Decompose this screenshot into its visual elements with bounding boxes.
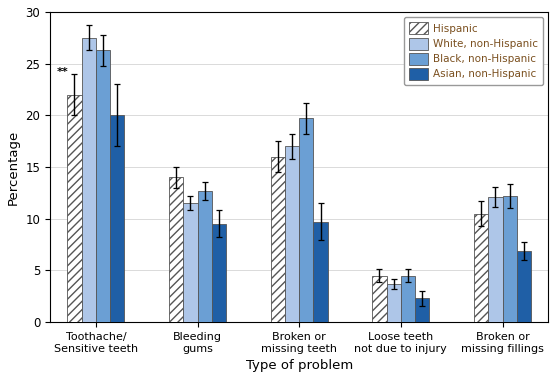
Bar [488, 197, 502, 322]
Y-axis label: Percentage: Percentage [7, 130, 20, 205]
Bar [271, 157, 285, 322]
Bar [415, 298, 429, 322]
Bar [110, 115, 124, 322]
Bar [474, 214, 488, 322]
Bar [96, 50, 110, 322]
Bar [183, 203, 198, 322]
Bar [373, 276, 387, 322]
Bar [169, 177, 183, 322]
Bar [502, 196, 517, 322]
Bar [198, 191, 212, 322]
Bar [67, 95, 82, 322]
Bar [314, 222, 328, 322]
Bar [82, 38, 96, 322]
Bar [299, 119, 314, 322]
Text: **: ** [56, 67, 68, 77]
Bar [285, 146, 299, 322]
Bar [517, 251, 531, 322]
Bar [401, 276, 415, 322]
Bar [212, 224, 226, 322]
Bar [387, 284, 401, 322]
X-axis label: Type of problem: Type of problem [246, 359, 353, 372]
Legend: Hispanic, White, non-Hispanic, Black, non-Hispanic, Asian, non-Hispanic: Hispanic, White, non-Hispanic, Black, no… [404, 17, 543, 85]
